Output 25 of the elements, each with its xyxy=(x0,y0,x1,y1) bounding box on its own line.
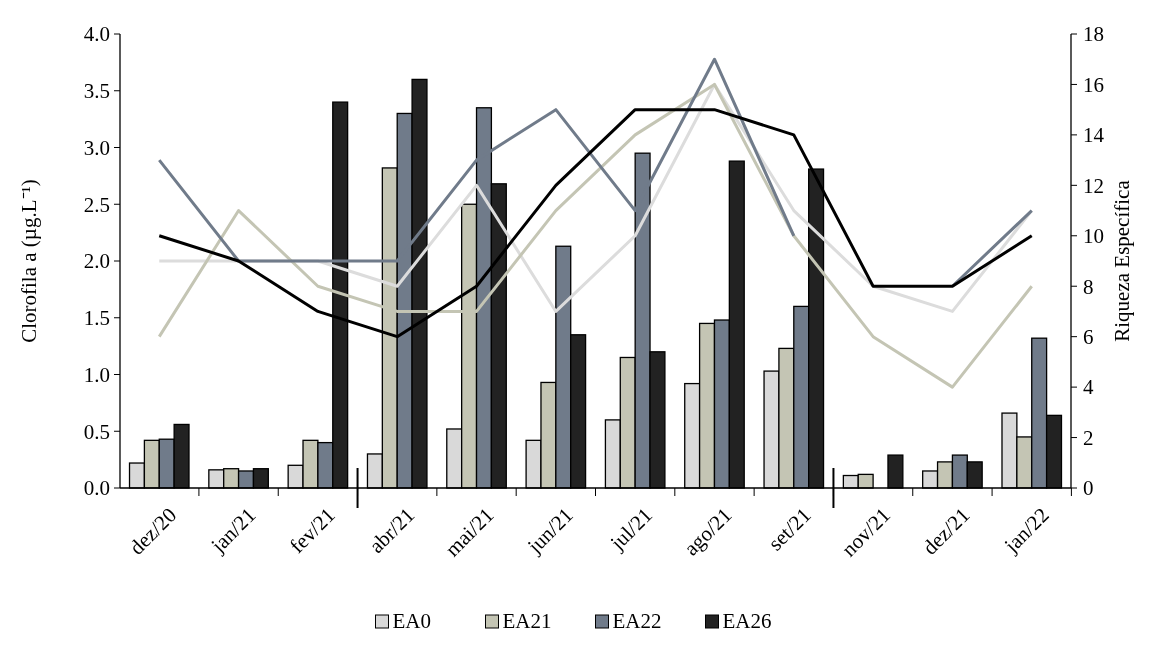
y-tick-label: 0.0 xyxy=(83,476,110,501)
y2-axis-title: Riqueza Específica xyxy=(1110,179,1134,342)
y2-tick-label: 12 xyxy=(1083,173,1104,198)
y2-tick-label: 4 xyxy=(1083,375,1094,400)
y-tick-label: 0.5 xyxy=(83,419,110,444)
y2-tick-label: 0 xyxy=(1083,476,1094,501)
y-tick-label: 2.0 xyxy=(83,249,110,274)
y2-tick-label: 18 xyxy=(1083,22,1104,47)
y2-tick-label: 2 xyxy=(1083,425,1094,450)
y-axis-title: Clorofila a (µg.L⁻¹) xyxy=(17,179,41,343)
y-tick-label: 4.0 xyxy=(83,22,110,47)
y2-tick-label: 6 xyxy=(1083,325,1094,350)
legend-label: EA22 xyxy=(612,609,662,633)
legend-label: EA0 xyxy=(392,609,431,633)
y-tick-label: 1.5 xyxy=(83,306,110,331)
y2-tick-label: 16 xyxy=(1083,72,1104,97)
legend-label: EA21 xyxy=(502,609,552,633)
y-tick-label: 3.5 xyxy=(83,79,110,104)
y2-tick-label: 8 xyxy=(1083,274,1094,299)
y-tick-label: 1.0 xyxy=(83,362,110,387)
y-tick-label: 2.5 xyxy=(83,192,110,217)
y2-tick-label: 10 xyxy=(1083,224,1104,249)
legend-label: EA26 xyxy=(722,609,772,633)
y2-tick-label: 14 xyxy=(1083,123,1105,148)
y-tick-label: 3.0 xyxy=(83,135,110,160)
